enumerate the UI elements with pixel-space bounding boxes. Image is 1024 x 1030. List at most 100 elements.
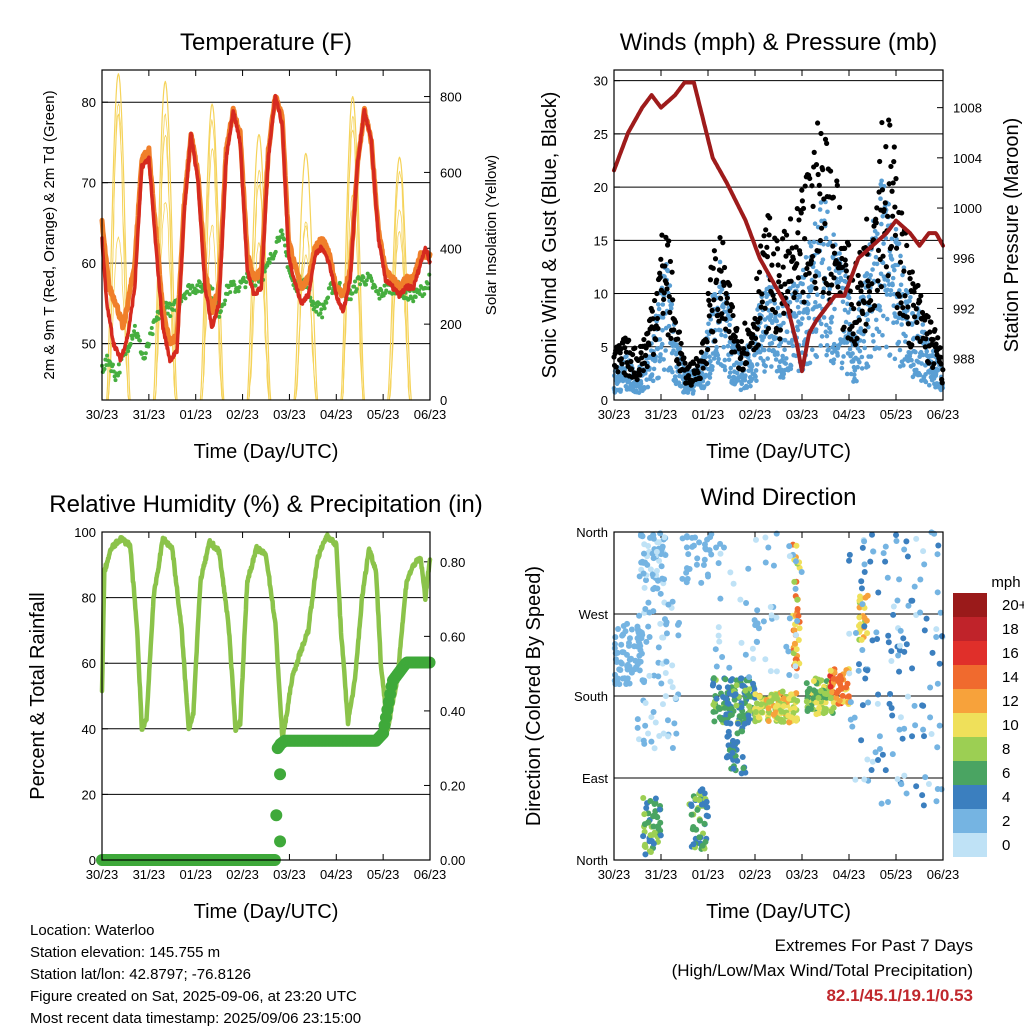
speed-legend-label: 16	[1002, 645, 1019, 662]
direction-point	[875, 589, 882, 596]
wind-gust-point	[792, 290, 798, 296]
direction-point	[749, 645, 756, 652]
dewpoint-point	[143, 351, 148, 356]
direction-point	[615, 626, 622, 633]
dewpoint-point	[116, 373, 121, 378]
wind-gust-point	[654, 290, 660, 297]
wind-speed-point	[659, 341, 665, 347]
temp-2m-line	[100, 93, 432, 364]
dewpoint-point	[361, 275, 366, 280]
direction-point	[692, 796, 699, 803]
direction-point	[640, 794, 647, 801]
direction-xlabel: Time (Day/UTC)	[706, 901, 851, 923]
wind-speed-point	[780, 375, 786, 380]
direction-point	[619, 632, 626, 639]
direction-point	[733, 682, 740, 689]
direction-point	[903, 538, 910, 545]
direction-point	[655, 644, 662, 651]
wind-speed-point	[708, 358, 713, 364]
wind-gust-point	[707, 302, 713, 308]
wind-speed-point	[678, 384, 684, 389]
direction-point	[899, 735, 906, 742]
wind-gust-point	[912, 314, 918, 320]
wind-speed-point	[743, 373, 748, 378]
winds-y2tick-label: 988	[953, 352, 975, 367]
wind-gust-point	[879, 187, 886, 193]
wind-gust-point	[777, 327, 783, 333]
direction-point	[611, 671, 618, 678]
wind-speed-point	[661, 357, 666, 362]
humidity-title: Relative Humidity (%) & Precipitation (i…	[49, 491, 482, 518]
direction-point	[665, 733, 672, 740]
wind-gust-point	[855, 284, 861, 290]
direction-point	[876, 733, 883, 740]
direction-point	[671, 720, 678, 727]
wind-speed-point	[887, 352, 893, 358]
direction-point	[864, 667, 871, 674]
winds-ytick-label: 30	[594, 74, 608, 89]
wind-gust-point	[758, 243, 764, 249]
direction-point	[888, 648, 895, 655]
wind-speed-point	[721, 344, 726, 350]
wind-speed-point	[715, 352, 721, 358]
wind-gust-point	[842, 245, 848, 251]
wind-gust-point	[919, 309, 926, 316]
direction-point	[710, 708, 717, 715]
wind-gust-point	[798, 210, 804, 216]
wind-speed-point	[809, 347, 815, 353]
direction-point	[876, 745, 883, 752]
solar-insolation-curve	[388, 170, 411, 401]
wind-gust-point	[854, 335, 860, 341]
wind-speed-point	[821, 315, 827, 320]
wind-gust-point	[831, 275, 837, 281]
humidity-ytick-label: 0	[89, 853, 96, 868]
dewpoint-point	[231, 279, 236, 284]
direction-point	[648, 738, 655, 745]
temperature-xtick-label: 30/23	[86, 407, 119, 422]
wind-gust-point	[837, 204, 843, 210]
direction-point	[705, 573, 712, 580]
direction-point	[870, 548, 877, 555]
wind-gust-point	[896, 293, 902, 299]
wind-gust-point	[642, 352, 649, 358]
direction-point	[634, 716, 641, 723]
dewpoint-point	[326, 295, 331, 300]
wind-gust-point	[848, 301, 855, 308]
direction-point	[727, 720, 734, 727]
direction-point	[619, 675, 626, 682]
direction-point	[792, 558, 799, 565]
wind-speed-point	[812, 221, 818, 227]
direction-point	[640, 550, 647, 557]
direction-point	[643, 577, 650, 584]
wind-speed-point	[668, 306, 674, 311]
wind-gust-point	[790, 256, 796, 262]
direction-point	[889, 751, 896, 758]
direction-point	[794, 606, 801, 613]
wind-gust-point	[732, 349, 738, 355]
dewpoint-point	[363, 282, 368, 287]
winds-y2tick-label: 992	[953, 301, 975, 316]
direction-point	[754, 607, 761, 614]
wind-speed-point	[888, 292, 893, 298]
direction-point	[846, 670, 853, 677]
wind-speed-point	[817, 207, 823, 212]
direction-point	[626, 635, 633, 642]
direction-plot-border	[613, 531, 944, 861]
direction-point	[849, 723, 856, 730]
wind-speed-point	[660, 327, 665, 333]
direction-point	[720, 544, 727, 551]
wind-gust-point	[697, 375, 703, 382]
direction-point	[702, 838, 709, 845]
wind-speed-point	[657, 358, 662, 364]
wind-gust-point	[782, 281, 788, 287]
direction-point	[650, 823, 657, 830]
direction-point	[688, 534, 695, 541]
wind-gust-point	[700, 365, 706, 371]
direction-point	[852, 776, 859, 783]
wind-gust-point	[706, 313, 712, 319]
speed-legend-label: 12	[1002, 693, 1019, 710]
wind-speed-point	[719, 287, 725, 292]
wind-speed-point	[670, 369, 675, 375]
direction-point	[696, 539, 703, 546]
wind-speed-point	[813, 327, 819, 332]
